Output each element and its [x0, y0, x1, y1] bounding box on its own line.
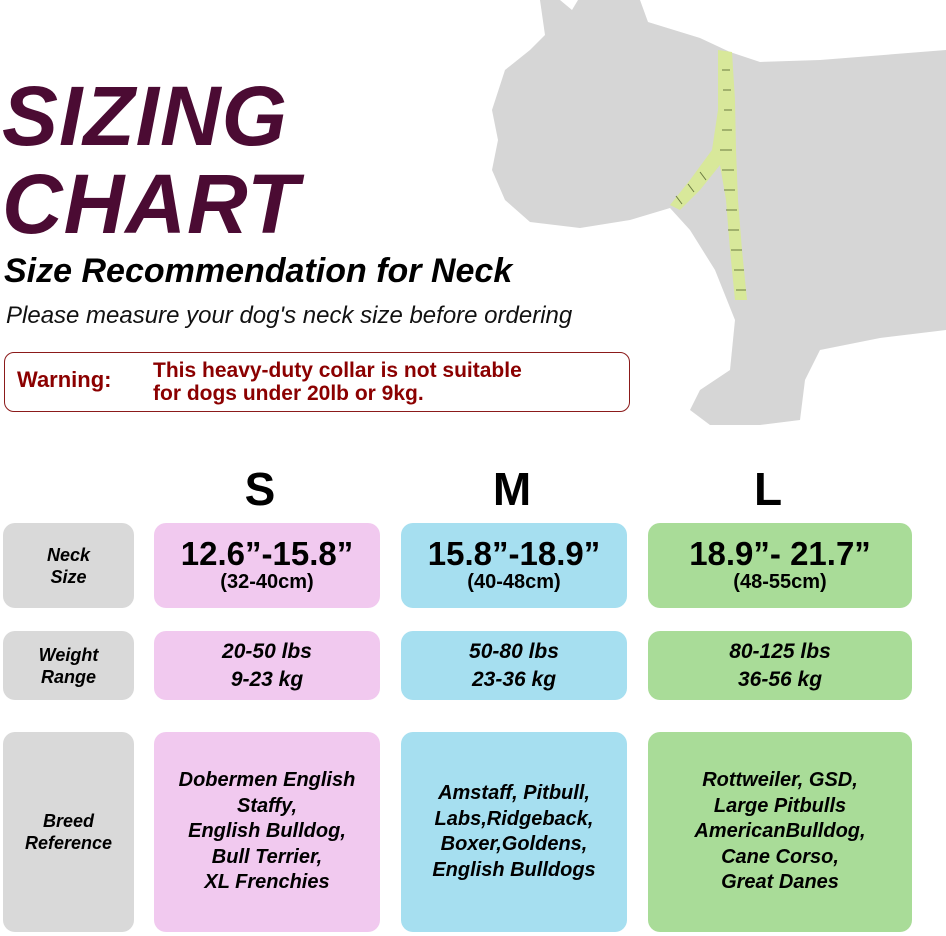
- breed-line: English Bulldogs: [432, 858, 596, 881]
- weight-kg: 9-23 kg: [230, 667, 304, 691]
- neck-cm: (32-40cm): [220, 571, 314, 593]
- warning-message: This heavy-duty collar is not suitable f…: [153, 359, 522, 405]
- warning-line-1: This heavy-duty collar is not suitable: [153, 359, 522, 382]
- weight-lbs: 80-125 lbs: [729, 639, 831, 663]
- weight-kg: 23-36 kg: [471, 667, 557, 691]
- size-header-l: L: [753, 463, 783, 515]
- row-label-breed-reference: Breed Reference: [3, 732, 134, 932]
- size-header-m: M: [492, 463, 532, 515]
- weight-lbs: 50-80 lbs: [469, 639, 559, 663]
- title-line-1: SIZING: [2, 69, 289, 163]
- neck-inches: 15.8”-18.9”: [427, 535, 601, 572]
- label-line: Neck: [46, 544, 91, 565]
- weight-range-m: 50-80 lbs 23-36 kg: [401, 631, 627, 700]
- breed-reference-s: Dobermen English Staffy, English Bulldog…: [154, 732, 380, 932]
- title-line-2: CHART: [2, 157, 300, 251]
- label-line: Reference: [24, 833, 113, 853]
- breed-reference-l: Rottweiler, GSD, Large Pitbulls American…: [648, 732, 912, 932]
- row-label-weight-range: Weight Range: [3, 631, 134, 700]
- breed-line: Staffy,: [236, 794, 298, 817]
- breed-line: Rottweiler, GSD,: [702, 769, 858, 792]
- breed-line: Labs,Ridgeback,: [434, 807, 594, 830]
- size-header-s: S: [244, 463, 276, 515]
- neck-size-m: 15.8”-18.9” (40-48cm): [401, 523, 627, 608]
- subtitle: Size Recommendation for Neck: [4, 252, 513, 290]
- breed-line: AmericanBulldog,: [694, 820, 866, 843]
- neck-inches: 12.6”-15.8”: [180, 535, 354, 572]
- breed-line: Great Danes: [721, 871, 839, 894]
- weight-range-s: 20-50 lbs 9-23 kg: [154, 631, 380, 700]
- label-line: Breed: [42, 811, 95, 831]
- label-line: Size: [50, 566, 87, 587]
- breed-line: XL Frenchies: [204, 871, 330, 894]
- warning-box: Warning: This heavy-duty collar is not s…: [4, 352, 630, 412]
- neck-size-l: 18.9”- 21.7” (48-55cm): [648, 523, 912, 608]
- breed-reference-m: Amstaff, Pitbull, Labs,Ridgeback, Boxer,…: [401, 732, 627, 932]
- neck-size-s: 12.6”-15.8” (32-40cm): [154, 523, 380, 608]
- weight-range-l: 80-125 lbs 36-56 kg: [648, 631, 912, 700]
- breed-line: English Bulldog,: [188, 820, 346, 843]
- neck-inches: 18.9”- 21.7”: [689, 535, 871, 572]
- breed-line: Bull Terrier,: [211, 845, 323, 868]
- warning-label: Warning:: [17, 367, 112, 392]
- breed-line: Large Pitbulls: [713, 794, 847, 817]
- weight-lbs: 20-50 lbs: [222, 639, 312, 663]
- neck-cm: (48-55cm): [733, 571, 827, 593]
- breed-line: Amstaff, Pitbull,: [438, 782, 590, 804]
- neck-cm: (40-48cm): [467, 571, 561, 593]
- breed-line: Dobermen English: [178, 769, 356, 792]
- measure-note: Please measure your dog's neck size befo…: [6, 302, 573, 329]
- label-line: Range: [40, 666, 96, 687]
- weight-kg: 36-56 kg: [737, 667, 823, 691]
- row-label-neck-size: Neck Size: [3, 523, 134, 608]
- breed-line: Boxer,Goldens,: [440, 833, 588, 855]
- warning-line-2: for dogs under 20lb or 9kg.: [153, 382, 424, 405]
- label-line: Weight: [38, 644, 99, 665]
- breed-line: Cane Corso,: [721, 845, 839, 868]
